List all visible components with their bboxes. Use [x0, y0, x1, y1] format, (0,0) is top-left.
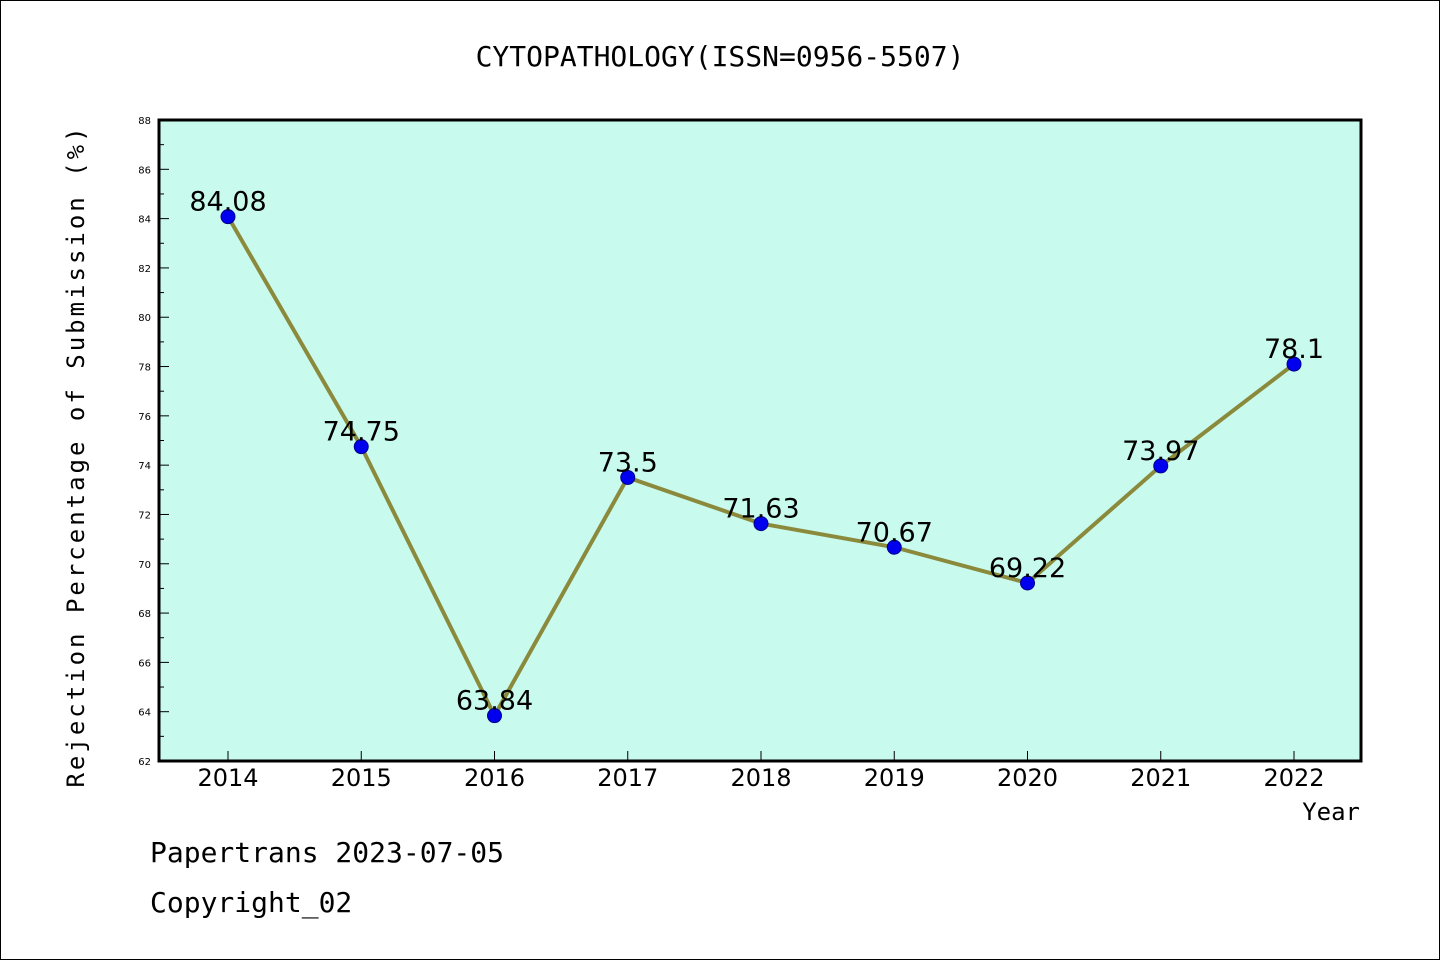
x-tick-label: 2017: [597, 764, 658, 792]
data-point: [886, 539, 902, 555]
footer-copyright: Copyright_02: [150, 886, 353, 919]
y-tick-label: 70: [138, 560, 151, 571]
x-tick-label: 2019: [864, 764, 925, 792]
y-tick-label: 88: [138, 116, 151, 127]
data-label: 70.67: [856, 517, 933, 548]
y-tick-label: 62: [138, 757, 151, 768]
data-point: [353, 439, 369, 455]
y-tick-label: 80: [138, 313, 151, 324]
y-tick-label: 82: [138, 264, 151, 275]
data-point: [1153, 458, 1169, 474]
data-label: 63.84: [456, 686, 533, 717]
x-tick-label: 2018: [730, 764, 791, 792]
y-tick-label: 72: [138, 510, 151, 521]
y-tick-label: 74: [138, 461, 151, 472]
data-point: [753, 516, 769, 532]
data-point: [487, 708, 502, 724]
x-tick-label: 2015: [331, 764, 392, 792]
series-layer: 84.08 74.75 63.84 73.5 71.63 70.67 69.22 73.97 7…: [189, 187, 1324, 724]
data-label: 74.75: [323, 417, 400, 448]
data-label: 71.63: [722, 494, 799, 525]
x-tick-label: 2014: [197, 764, 258, 792]
data-point: [1286, 356, 1302, 372]
y-tick-label: 78: [138, 363, 151, 374]
data-point: [1020, 575, 1035, 591]
x-tick-label: 2022: [1263, 764, 1324, 792]
data-label: 78.1: [1264, 334, 1324, 365]
y-tick-label: 84: [138, 215, 151, 226]
chart-title: CYTOPATHOLOGY(ISSN=0956-5507): [476, 40, 965, 73]
data-point: [620, 469, 636, 485]
x-axis-label: Year: [1302, 798, 1360, 826]
footer-date: Papertrans 2023-07-05: [150, 836, 505, 869]
y-tick-label: 86: [138, 165, 151, 176]
data-label: 69.22: [989, 553, 1066, 584]
y-axis: 62 64 66 68 70 72 74 76 78 80 82 84 86 88: [138, 116, 169, 768]
data-point: [220, 209, 236, 225]
y-axis-label: Rejection Percentage of Submission (%): [62, 124, 90, 787]
data-label: 73.97: [1122, 436, 1199, 467]
x-tick-label: 2021: [1130, 764, 1191, 792]
x-tick-label: 2016: [464, 764, 525, 792]
y-tick-label: 76: [138, 412, 151, 423]
x-axis: 2014 2015 2016 2017 2018 2019 2020 2021 2022: [197, 751, 1325, 792]
y-tick-label: 68: [138, 609, 151, 620]
x-tick-label: 2020: [997, 764, 1058, 792]
y-tick-label: 66: [138, 658, 151, 669]
data-label: 84.08: [189, 187, 266, 218]
y-tick-label: 64: [138, 708, 151, 719]
data-label: 73.5: [598, 447, 658, 478]
